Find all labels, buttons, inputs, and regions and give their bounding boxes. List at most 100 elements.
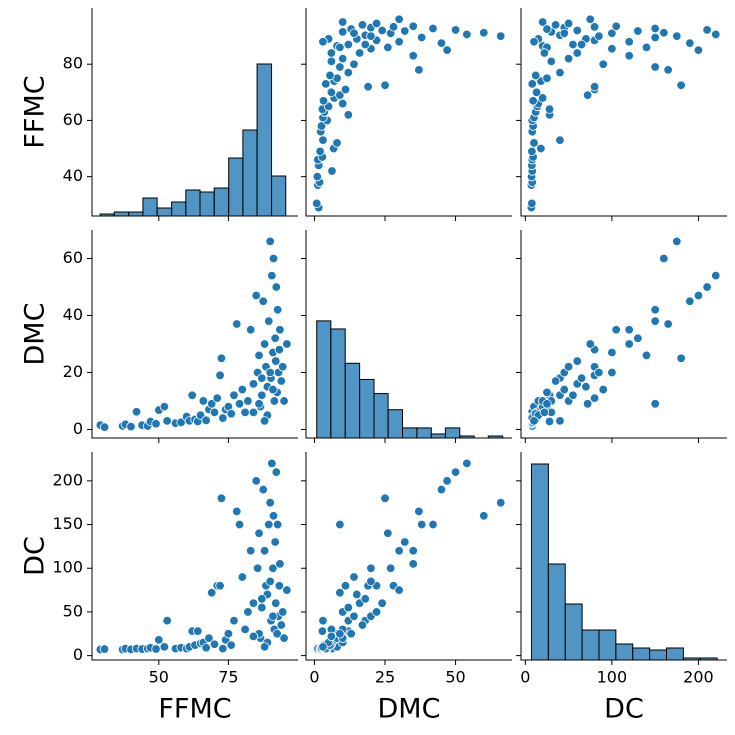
scatter-point bbox=[572, 25, 582, 36]
scatter-point bbox=[400, 537, 410, 547]
scatter-point bbox=[337, 53, 348, 64]
scatter-point bbox=[216, 353, 227, 363]
scatter-point bbox=[363, 82, 373, 92]
scatter-point bbox=[254, 528, 264, 538]
scatter-point bbox=[99, 644, 110, 654]
scatter-point bbox=[267, 458, 277, 469]
scatter-point bbox=[611, 325, 621, 335]
x-tick-label: 100 bbox=[597, 668, 628, 687]
scatter-point bbox=[607, 367, 617, 378]
scatter-point bbox=[539, 407, 550, 418]
scatter-point bbox=[383, 528, 393, 538]
histogram-bar bbox=[530, 463, 549, 661]
histogram-bar bbox=[373, 393, 389, 439]
scatter-point bbox=[99, 422, 110, 432]
scatter-point bbox=[436, 484, 447, 495]
scatter-point bbox=[343, 110, 354, 120]
scatter-point bbox=[257, 373, 267, 383]
scatter-point bbox=[248, 379, 259, 389]
scatter-point bbox=[268, 563, 278, 573]
scatter-point bbox=[594, 367, 604, 378]
scatter-point bbox=[581, 382, 591, 392]
scatter-point bbox=[268, 511, 279, 521]
scatter-point bbox=[607, 44, 617, 54]
scatter-point bbox=[641, 350, 652, 361]
scatter-point bbox=[259, 339, 270, 349]
scatter-point bbox=[151, 644, 161, 654]
x-tick-label: 0 bbox=[520, 668, 530, 687]
y-tick-label: 150 bbox=[52, 514, 83, 533]
scatter-point bbox=[663, 319, 673, 329]
scatter-point bbox=[366, 563, 376, 573]
scatter-point bbox=[529, 138, 539, 148]
scatter-point bbox=[248, 631, 259, 642]
scatter-point bbox=[650, 32, 660, 43]
scatter-point bbox=[572, 356, 582, 366]
histogram-bar bbox=[213, 187, 230, 217]
scatter-point bbox=[209, 407, 220, 418]
scatter-point bbox=[555, 135, 565, 145]
scatter-point bbox=[349, 572, 359, 582]
scatter-point bbox=[265, 236, 275, 247]
scatter-point bbox=[624, 37, 634, 47]
scatter-point bbox=[259, 642, 270, 652]
scatter-point bbox=[385, 563, 396, 573]
scatter-point bbox=[275, 325, 285, 335]
scatter-point bbox=[212, 393, 222, 403]
x-tick-label: 50 bbox=[149, 668, 169, 687]
scatter-point bbox=[268, 253, 279, 264]
scatter-point bbox=[131, 407, 142, 417]
scatter-point bbox=[318, 615, 328, 626]
scatter-point bbox=[539, 48, 550, 58]
scatter-point bbox=[357, 20, 368, 30]
scatter-point bbox=[159, 401, 170, 412]
scatter-point bbox=[216, 493, 227, 504]
scatter-point bbox=[259, 416, 270, 426]
scatter-point bbox=[641, 42, 652, 53]
scatter-point bbox=[234, 519, 245, 530]
scatter-point bbox=[624, 325, 634, 335]
scatter-point bbox=[436, 38, 447, 48]
scatter-point bbox=[589, 22, 600, 32]
scatter-point bbox=[315, 146, 325, 157]
scatter-point bbox=[711, 29, 721, 40]
scatter-point bbox=[272, 519, 283, 530]
scatter-point bbox=[428, 23, 438, 34]
y-tick-label: 60 bbox=[63, 248, 83, 267]
scatter-point bbox=[563, 53, 574, 64]
histogram-bar bbox=[199, 191, 215, 217]
scatter-point bbox=[414, 506, 424, 517]
scatter-point bbox=[271, 356, 281, 366]
scatter-point bbox=[536, 143, 546, 154]
scatter-point bbox=[676, 80, 686, 90]
x-tick-label: 200 bbox=[683, 668, 714, 687]
scatter-point bbox=[275, 559, 285, 569]
scatter-point bbox=[343, 67, 354, 78]
scatter-point bbox=[672, 31, 682, 41]
scatter-point bbox=[702, 25, 712, 35]
histogram-bar bbox=[113, 211, 130, 217]
scatter-point bbox=[559, 384, 569, 395]
scatter-point bbox=[223, 629, 234, 639]
scatter-point bbox=[277, 362, 288, 372]
scatter-point bbox=[267, 270, 277, 281]
histogram-bar bbox=[444, 427, 461, 439]
scatter-point bbox=[383, 42, 393, 53]
y-axis-label: FFMC bbox=[20, 75, 51, 148]
scatter-point bbox=[633, 26, 643, 36]
scatter-point bbox=[337, 98, 348, 109]
scatter-point bbox=[201, 415, 211, 426]
scatter-point bbox=[251, 476, 261, 486]
x-tick-label: 25 bbox=[375, 668, 395, 687]
scatter-point bbox=[354, 48, 365, 58]
histogram-bar bbox=[359, 378, 375, 439]
histogram-bar bbox=[228, 157, 244, 217]
scatter-point bbox=[408, 21, 418, 31]
x-axis-label: FFMC bbox=[158, 694, 231, 725]
scatter-point bbox=[337, 27, 348, 37]
scatter-point bbox=[576, 39, 587, 50]
scatter-point bbox=[550, 20, 561, 30]
scatter-point bbox=[598, 59, 608, 69]
scatter-point bbox=[428, 519, 438, 530]
scatter-point bbox=[207, 399, 217, 409]
